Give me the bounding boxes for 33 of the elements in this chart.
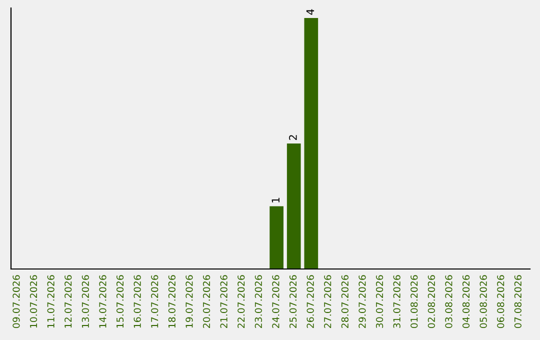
x-tick-label: 17.07.2026 (151, 275, 158, 328)
x-tick-label: 03.08.2026 (445, 275, 452, 328)
x-tick-label: 19.07.2026 (186, 275, 193, 328)
data-label: 4 (306, 9, 314, 15)
x-tick-label: 23.07.2026 (254, 275, 262, 328)
x-tick-label: 05.08.2026 (480, 275, 487, 328)
x-tick-label: 06.08.2026 (497, 275, 504, 328)
data-label: 1 (272, 198, 280, 202)
data-label: 2 (289, 135, 297, 140)
x-tick-label: 04.08.2026 (462, 275, 470, 328)
x-tick-label: 15.07.2026 (116, 275, 124, 328)
x-tick-label: 28.07.2026 (341, 275, 348, 328)
x-tick-label: 26.07.2026 (306, 275, 314, 328)
x-tick-label: 20.07.2026 (202, 275, 210, 328)
x-tick-label: 18.07.2026 (168, 275, 176, 328)
x-tick-label: 14.07.2026 (99, 275, 106, 328)
x-tick-label: 01.08.2026 (410, 275, 418, 328)
x-tick-label: 31.07.2026 (393, 275, 400, 328)
x-tick-label: 13.07.2026 (82, 275, 89, 328)
x-tick-label: 29.07.2026 (358, 275, 366, 328)
x-tick-label: 09.07.2026 (12, 275, 20, 328)
x-tick-label: 02.08.2026 (428, 275, 435, 328)
x-tick-label: 16.07.2026 (134, 275, 141, 328)
x-tick-label: 10.07.2026 (30, 275, 38, 328)
x-tick-label: 30.07.2026 (376, 275, 384, 328)
x-tick-label: 24.07.2026 (272, 275, 280, 328)
x-tick-label: 21.07.2026 (220, 275, 228, 328)
x-tick-label: 12.07.2026 (64, 275, 72, 328)
x-tick-label: 22.07.2026 (238, 275, 245, 328)
x-tick-label: 25.07.2026 (289, 275, 297, 328)
x-tick-label: 11.07.2026 (47, 275, 54, 328)
x-tick-label: 07.08.2026 (514, 275, 522, 328)
x-tick-label: 27.07.2026 (324, 275, 332, 328)
